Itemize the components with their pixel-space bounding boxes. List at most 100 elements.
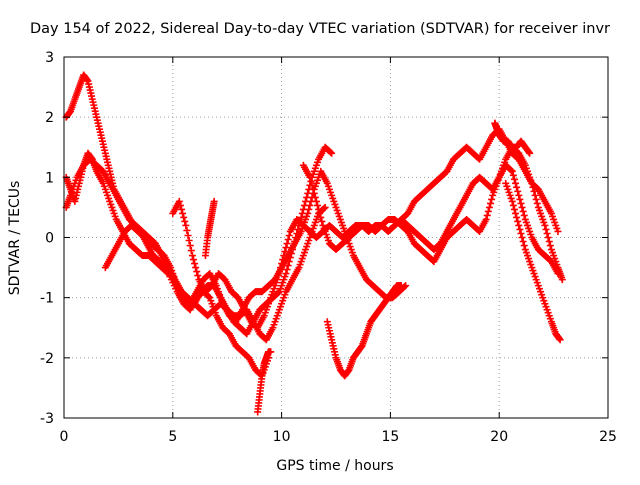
data-point-marker [284, 236, 292, 244]
data-point-marker [516, 195, 524, 203]
data-point-marker [280, 252, 288, 260]
data-point-marker [485, 203, 493, 211]
data-point-marker [510, 205, 518, 213]
y-axis-label: SDTVAR / TECUs [7, 181, 23, 296]
data-point-marker [533, 199, 541, 207]
data-point-marker [274, 272, 282, 280]
data-point-marker [181, 217, 189, 225]
data-point-marker [312, 197, 320, 205]
data-point-marker [282, 244, 290, 252]
x-tick-label: 15 [381, 429, 399, 445]
data-point-marker [320, 204, 328, 212]
data-point-marker [514, 217, 522, 225]
data-point-marker [304, 209, 312, 217]
data-point-marker [193, 268, 201, 276]
data-point-marker [545, 238, 553, 246]
data-point-marker [482, 215, 490, 223]
data-point-marker [283, 240, 291, 248]
data-point-marker [517, 199, 525, 207]
data-point-marker [308, 181, 316, 189]
data-point-marker [542, 225, 550, 233]
data-point-marker [554, 227, 562, 235]
data-point-marker [515, 191, 523, 199]
data-point-marker [189, 256, 197, 264]
data-point-marker [397, 282, 405, 290]
x-tick-label: 25 [599, 429, 617, 445]
data-point-marker [187, 247, 195, 255]
data-point-marker [520, 242, 528, 250]
data-point-marker [512, 209, 520, 217]
data-point-marker [483, 211, 491, 219]
data-point-marker [488, 195, 496, 203]
data-point-marker [519, 238, 527, 246]
data-point-marker [512, 179, 520, 187]
data-point-marker [532, 195, 540, 203]
data-point-marker [285, 231, 293, 239]
y-tick-label: -2 [40, 351, 54, 367]
data-point-marker [509, 171, 517, 179]
data-point-marker [541, 221, 549, 229]
x-tick-label: 20 [490, 429, 508, 445]
y-tick-label: -3 [40, 411, 54, 427]
data-point-marker [531, 191, 539, 199]
data-point-marker [321, 203, 329, 211]
data-point-marker [509, 201, 517, 209]
data-point-marker [544, 234, 552, 241]
data-point-marker [282, 270, 290, 278]
data-point-marker [518, 203, 526, 211]
data-point-marker [513, 183, 521, 191]
data-point-marker [519, 207, 527, 215]
data-point-marker [191, 260, 199, 268]
x-axis-label: GPS time / hours [276, 458, 393, 474]
data-point-marker [183, 226, 191, 234]
data-point-marker [484, 207, 492, 215]
chart-title: Day 154 of 2022, Sidereal Day-to-day VTE… [30, 21, 610, 37]
data-point-marker [543, 229, 551, 237]
data-point-marker [180, 213, 188, 221]
data-point-marker [513, 213, 521, 221]
data-point-marker [401, 283, 409, 291]
data-point-marker [508, 197, 516, 205]
data-point-marker [314, 201, 322, 209]
data-point-marker [517, 229, 525, 237]
data-point-marker [274, 289, 282, 297]
data-point-marker [178, 205, 186, 213]
data-point-marker [556, 336, 564, 344]
data-point-marker [515, 221, 523, 229]
data-point-marker [267, 348, 275, 356]
data-point-marker [184, 231, 192, 239]
data-point-marker [275, 268, 283, 276]
y-tick-label: 0 [45, 231, 54, 247]
data-point-marker [310, 189, 318, 197]
data-point-marker [188, 252, 196, 260]
y-tick-label: 3 [45, 50, 54, 66]
data-point-marker [518, 234, 526, 241]
data-point-marker [526, 149, 534, 157]
data-point-marker [311, 193, 319, 201]
data-point-marker [175, 197, 183, 205]
data-point-marker [176, 201, 184, 209]
data-point-marker [194, 272, 202, 280]
data-point-marker [318, 217, 326, 225]
data-points [62, 71, 566, 416]
data-point-marker [186, 242, 194, 250]
data-point-marker [486, 199, 494, 207]
data-point-marker [317, 213, 325, 221]
x-tick-label: 5 [168, 429, 177, 445]
data-point-marker [305, 205, 313, 213]
data-point-marker [210, 197, 218, 205]
x-tick-label: 10 [273, 429, 291, 445]
data-point-marker [277, 264, 285, 272]
data-point-marker [507, 166, 515, 174]
data-point-marker [278, 260, 286, 268]
data-point-marker [306, 173, 314, 181]
data-point-marker [530, 187, 538, 195]
data-point-marker [516, 225, 524, 233]
y-tick-label: 1 [45, 170, 54, 186]
data-point-marker [279, 256, 287, 264]
data-point-marker [315, 205, 323, 213]
data-point-marker [273, 276, 281, 284]
y-tick-label: -1 [40, 291, 54, 307]
